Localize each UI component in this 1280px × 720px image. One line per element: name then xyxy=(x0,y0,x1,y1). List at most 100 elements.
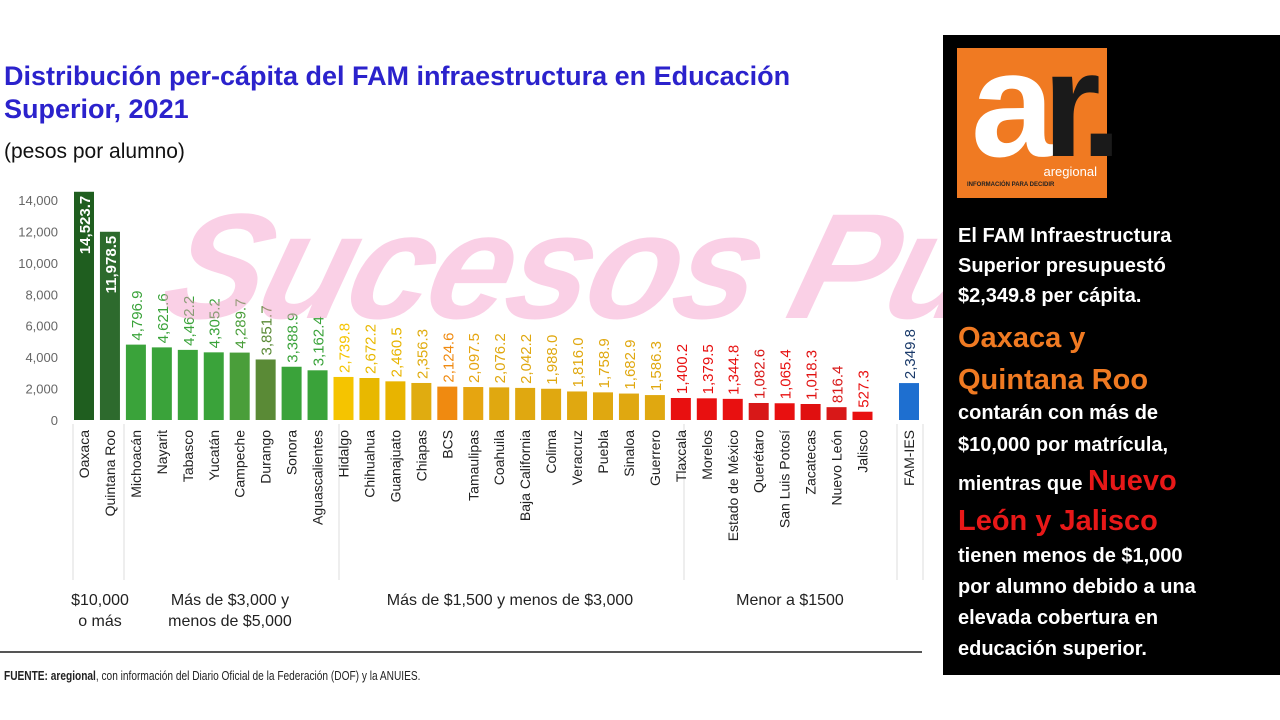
value-label: 1,400.2 xyxy=(674,344,691,394)
category-label: Guanajuato xyxy=(387,430,403,503)
bar-nayarit xyxy=(151,347,172,420)
group-label-line: o más xyxy=(78,613,122,630)
y-tick-label: 10,000 xyxy=(18,256,58,271)
bar-estado-de-m-xico xyxy=(722,398,743,420)
bar-sonora xyxy=(281,366,302,420)
value-label: 2,672.2 xyxy=(362,324,379,374)
category-label: Estado de México xyxy=(725,430,741,541)
category-label: Puebla xyxy=(595,430,611,474)
value-label: 3,388.9 xyxy=(285,313,302,363)
value-label: 1,758.9 xyxy=(596,338,613,388)
category-label: Quintana Roo xyxy=(102,430,118,517)
bar-guanajuato xyxy=(385,381,406,420)
category-label: Querétaro xyxy=(751,430,767,493)
source-prefix: FUENTE: xyxy=(4,668,48,683)
category-label: Nuevo León xyxy=(829,430,845,506)
category-label: BCS xyxy=(439,430,455,459)
logo-letters: ar. xyxy=(971,20,1122,188)
logo-name: aregional xyxy=(1043,164,1098,179)
chart-subtitle: (pesos por alumno) xyxy=(4,140,185,163)
value-label: 1,018.3 xyxy=(804,350,821,400)
group-label-10000: $10,000 o más xyxy=(55,590,145,632)
category-label: Hidalgo xyxy=(336,430,352,478)
group-label-3000-5000: Más de $3,000 y menos de $5,000 xyxy=(140,590,320,632)
value-label: 3,162.4 xyxy=(311,316,328,366)
value-label: 14,523.7 xyxy=(77,196,94,254)
value-label: 2,042.2 xyxy=(518,334,535,384)
category-label: FAM-IES xyxy=(901,430,917,486)
bar-chart: 0 2,000 4,000 6,000 8,000 10,000 12,000 14,000 1… xyxy=(18,191,924,580)
category-label: Jalisco xyxy=(855,430,871,473)
value-label: 4,621.6 xyxy=(155,293,172,343)
bar-tamaulipas xyxy=(463,387,484,420)
category-label: Chiapas xyxy=(413,430,429,481)
bar-quintana-roo xyxy=(99,231,120,420)
value-label: 2,124.6 xyxy=(440,333,457,383)
value-label: 3,851.7 xyxy=(259,305,276,355)
value-label: 1,586.3 xyxy=(648,341,665,391)
logo-tagline: INFORMACIÓN PARA DECIDIR xyxy=(967,182,1055,188)
category-label: Sinaloa xyxy=(621,430,637,477)
value-label: 1,379.5 xyxy=(700,344,717,394)
category-label: Veracruz xyxy=(569,430,585,485)
value-label: 2,356.3 xyxy=(414,329,431,379)
panel-paragraph-4: tienen menos de $1,000 por alumno debido … xyxy=(958,545,1196,660)
bar-colima xyxy=(541,388,562,420)
panel-paragraph-1: El FAM Infraestructura Superior presupues… xyxy=(958,225,1172,307)
bar-coahuila xyxy=(489,387,510,420)
bar-baja-california xyxy=(515,387,536,420)
panel-paragraph-2: contarán con más de $10,000 por matrícula… xyxy=(958,402,1169,456)
chart-title: Distribución per-cápita del FAM infraest… xyxy=(4,61,791,124)
category-label: Chihuahua xyxy=(361,430,377,498)
bar-michoac-n xyxy=(125,344,146,420)
bar-bcs xyxy=(437,386,458,420)
bar-chiapas xyxy=(411,382,432,420)
value-label: 2,076.2 xyxy=(492,333,509,383)
bar-nuevo-le-n xyxy=(826,407,847,420)
y-tick-label: 4,000 xyxy=(25,350,58,365)
value-label: 1,816.0 xyxy=(570,337,587,387)
value-label: 2,460.5 xyxy=(388,327,405,377)
category-label: Yucatán xyxy=(206,430,222,481)
info-panel: ar. aregional INFORMACIÓN PARA DECIDIR E… xyxy=(943,20,1280,675)
value-label: 527.3 xyxy=(856,370,873,408)
group-label-line: Más de $3,000 y xyxy=(170,592,290,609)
bar-zacatecas xyxy=(800,403,821,420)
group-label-line: menos de $5,000 xyxy=(168,613,292,630)
group-label-1500-3000: Más de $1,500 y menos de $3,000 xyxy=(386,592,634,609)
bar-quer-taro xyxy=(748,402,769,420)
bar-tabasco xyxy=(177,349,198,420)
y-tick-label: 6,000 xyxy=(25,319,58,334)
bar-jalisco xyxy=(852,411,873,420)
y-tick-label: 12,000 xyxy=(18,224,58,239)
panel-highlight-1: Oaxaca y Quintana Roo xyxy=(958,322,1149,396)
value-label: 2,349.8 xyxy=(902,329,919,379)
category-label: Coahuila xyxy=(491,430,507,485)
category-label: Baja California xyxy=(517,430,533,521)
bar-oaxaca xyxy=(74,191,94,420)
source-note: FUENTE: aregional, con información del D… xyxy=(4,668,420,683)
bar-veracruz xyxy=(567,391,588,420)
category-label: Oaxaca xyxy=(76,430,92,478)
source-brand: aregional xyxy=(50,668,96,683)
panel-paragraph-3: mientras que Nuevo León y Jalisco xyxy=(958,465,1177,537)
value-label: 816.4 xyxy=(830,366,847,404)
source-text: , con información del Diario Oficial de … xyxy=(95,668,421,683)
divider xyxy=(0,651,922,653)
bar-hidalgo xyxy=(333,376,354,420)
bar-yucat-n xyxy=(203,352,224,420)
category-label: Colima xyxy=(543,430,559,474)
bar-sinaloa xyxy=(618,393,639,420)
bar-guerrero xyxy=(644,395,665,420)
bar-aguascalientes xyxy=(307,370,328,420)
value-label: 4,462.2 xyxy=(181,296,198,346)
bar-campeche xyxy=(229,352,250,420)
bar-san-luis-potos- xyxy=(774,403,795,420)
y-tick-label: 8,000 xyxy=(25,287,58,302)
bar-fam-ies xyxy=(899,383,919,420)
category-label: Durango xyxy=(258,430,274,484)
bar-durango xyxy=(255,359,276,420)
category-label: Campeche xyxy=(232,430,248,498)
category-label: Sonora xyxy=(284,430,300,475)
value-label: 11,978.5 xyxy=(103,236,120,294)
